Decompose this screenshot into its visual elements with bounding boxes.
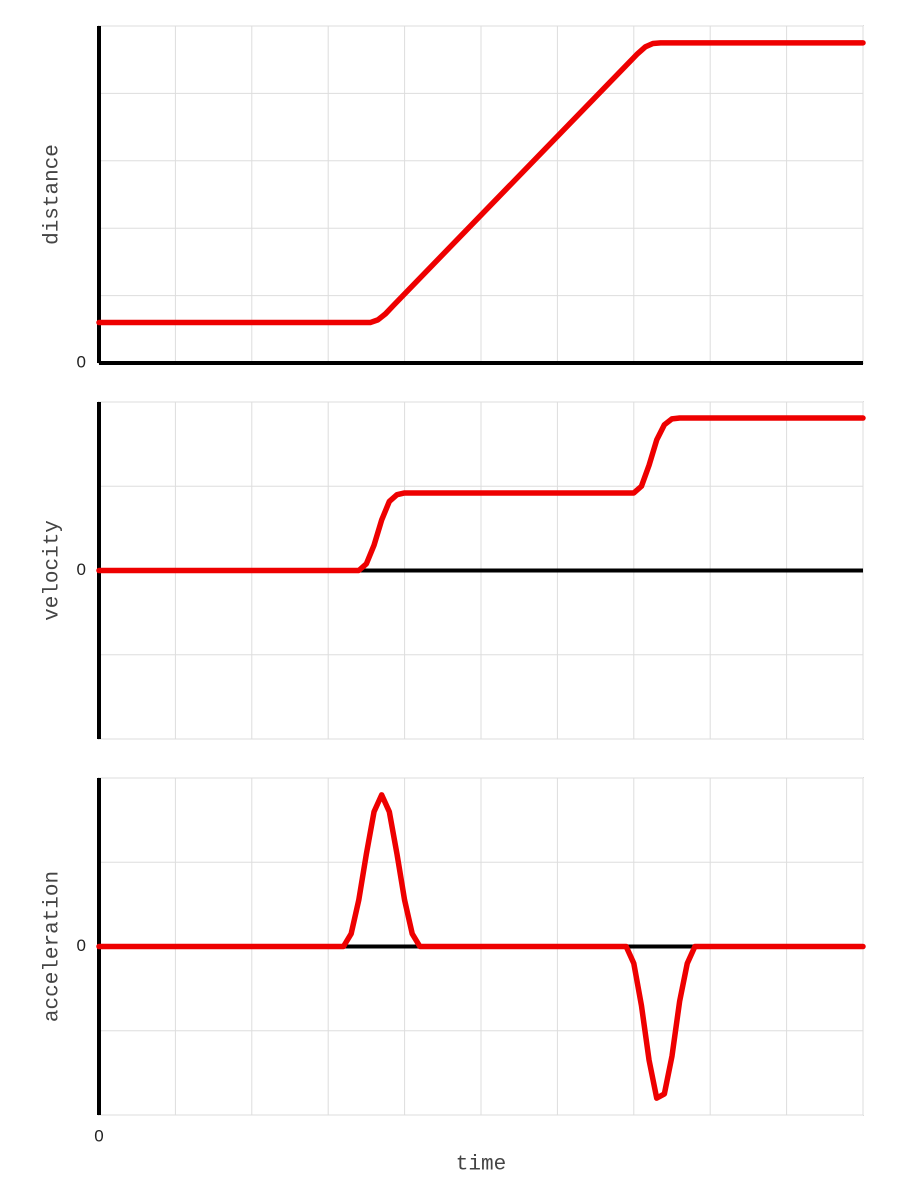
data-line: [96, 792, 866, 1101]
y-axis-label: acceleration: [42, 871, 65, 1022]
y-tick-label: 0: [77, 352, 86, 371]
y-tick-label: 0: [77, 936, 86, 955]
data-line: [96, 415, 866, 574]
x-axis-label: time: [456, 1154, 506, 1177]
x-tick-label: 0: [94, 1126, 103, 1145]
y-axis-label: velocity: [42, 520, 65, 621]
data-line: [96, 40, 866, 326]
y-tick-label: 0: [77, 560, 86, 579]
y-axis-label: distance: [42, 144, 65, 245]
